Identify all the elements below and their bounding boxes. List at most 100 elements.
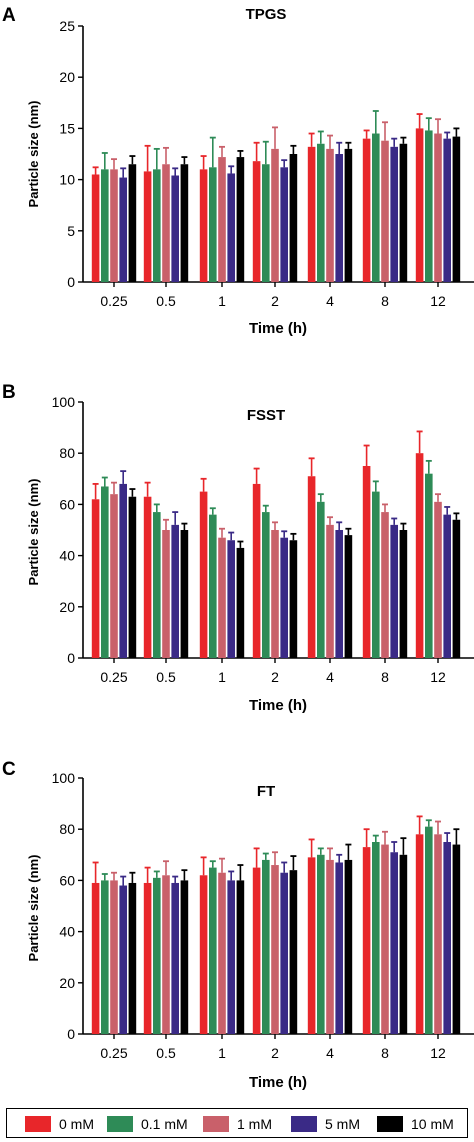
legend-swatch-0mm: [25, 1116, 51, 1132]
bar: [91, 499, 100, 658]
y-tick-label: 0: [67, 650, 75, 666]
bar: [425, 130, 433, 282]
bar: [236, 547, 245, 658]
bar: [434, 133, 442, 282]
x-tick-label: 12: [430, 293, 446, 309]
bar: [143, 882, 152, 1034]
bar: [227, 540, 235, 658]
bar: [289, 154, 298, 282]
bar: [143, 496, 152, 658]
chart-title: FSST: [247, 407, 285, 424]
bar: [425, 473, 433, 658]
bar: [317, 501, 325, 658]
bar: [415, 834, 424, 1034]
y-tick-label: 80: [59, 821, 75, 837]
legend-swatch-1mm: [203, 1116, 229, 1132]
bar: [344, 859, 353, 1034]
x-tick-label: 2: [271, 293, 279, 309]
bar: [143, 171, 152, 282]
x-tick-label: 4: [326, 669, 334, 685]
bar: [381, 512, 389, 658]
bar: [153, 169, 161, 282]
bar: [128, 882, 137, 1034]
panel-c: C FT 0 20 40 60 80 100 Particle size (nm) 0.25 0.5…: [2, 759, 474, 1091]
bar: [452, 844, 461, 1034]
bar: [317, 854, 325, 1034]
x-axis-label: Time (h): [249, 697, 307, 714]
bar: [110, 880, 118, 1034]
bar: [415, 128, 424, 282]
bar: [171, 524, 179, 658]
bar: [101, 880, 109, 1034]
bar: [110, 494, 118, 658]
y-axis-label: Particle size (nm): [26, 101, 41, 208]
bar: [317, 143, 325, 282]
y-tick-label: 0: [67, 274, 75, 290]
bar: [227, 880, 235, 1034]
x-tick-label: 0.5: [156, 293, 176, 309]
bar: [415, 453, 424, 658]
bar: [218, 872, 226, 1034]
x-tick-label: 1: [218, 669, 226, 685]
y-tick-label: 40: [59, 548, 75, 564]
bar: [399, 143, 408, 282]
bar: [110, 169, 118, 282]
legend-swatch-0-1mm: [107, 1116, 133, 1132]
bar: [381, 844, 389, 1034]
bar: [227, 173, 235, 282]
bar: [280, 167, 288, 282]
bar: [119, 177, 127, 282]
bar: [91, 882, 100, 1034]
bar: [443, 514, 451, 658]
bar: [390, 146, 398, 282]
bar: [452, 519, 461, 658]
legend-label-10mm: 10 mM: [411, 1116, 454, 1132]
bar: [162, 875, 170, 1034]
bar: [218, 157, 226, 282]
bar: [344, 535, 353, 658]
y-tick-label: 5: [67, 223, 75, 239]
bar: [162, 530, 170, 658]
bar: [252, 867, 261, 1034]
bar: [434, 834, 442, 1034]
bar: [362, 847, 371, 1034]
legend-swatch-10mm: [377, 1116, 403, 1132]
bar: [271, 530, 279, 658]
bar: [128, 496, 137, 658]
x-tick-label: 0.5: [156, 669, 176, 685]
bar: [443, 842, 451, 1034]
x-tick-label: 0.25: [100, 669, 127, 685]
y-tick-label: 0: [67, 1026, 75, 1042]
bar: [271, 148, 279, 282]
bar: [171, 175, 179, 282]
bar: [101, 486, 109, 658]
bar: [209, 867, 217, 1034]
y-tick-label: 100: [52, 394, 76, 410]
panel-label: A: [2, 5, 16, 26]
bar: [171, 882, 179, 1034]
bar: [399, 530, 408, 658]
bar: [153, 512, 161, 658]
x-tick-label: 12: [430, 669, 446, 685]
x-tick-label: 1: [218, 1045, 226, 1061]
panel-label: C: [2, 759, 16, 780]
y-tick-label: 40: [59, 924, 75, 940]
bar: [262, 164, 270, 282]
y-axis-label: Particle size (nm): [26, 855, 41, 962]
bar: [199, 169, 208, 282]
y-tick-label: 60: [59, 496, 75, 512]
bar: [452, 136, 461, 282]
bar: [344, 148, 353, 282]
y-tick-label: 25: [59, 18, 75, 34]
bar: [209, 167, 217, 282]
x-tick-label: 2: [271, 669, 279, 685]
bar: [153, 877, 161, 1034]
y-tick-label: 60: [59, 872, 75, 888]
bar: [326, 859, 334, 1034]
x-tick-label: 8: [381, 669, 389, 685]
y-tick-label: 10: [59, 172, 75, 188]
bar: [180, 530, 189, 658]
legend: 0 mM 0.1 mM 1 mM 5 mM 10 mM: [6, 1108, 468, 1138]
bar: [326, 524, 334, 658]
